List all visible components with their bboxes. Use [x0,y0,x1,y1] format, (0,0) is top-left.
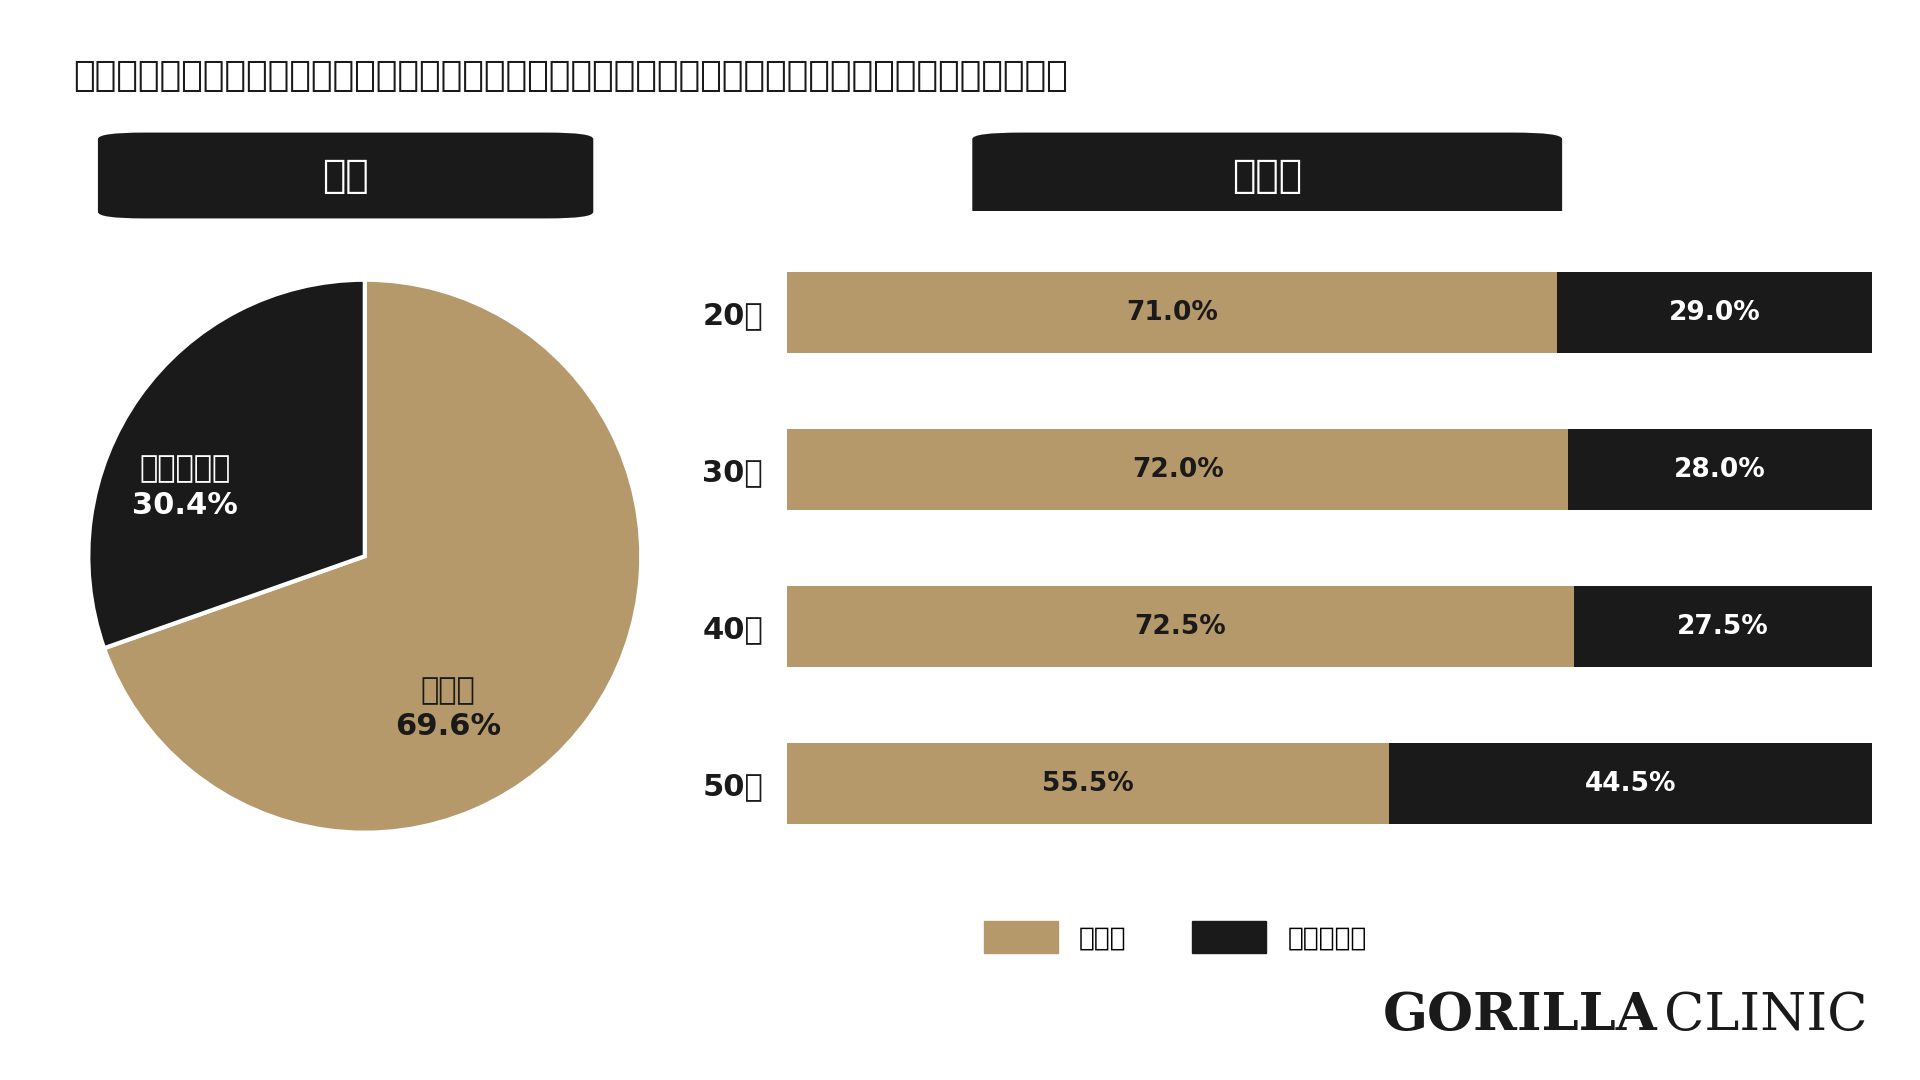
Text: 年代別: 年代別 [1233,157,1302,194]
Text: 贈りもので「メンズ美容（施術やコスメなど）」をプレゼントされたら、嬉しいですか？（単一回答）: 贈りもので「メンズ美容（施術やコスメなど）」をプレゼントされたら、嬉しいですか？… [73,59,1068,93]
Text: 72.0%: 72.0% [1133,457,1223,483]
Bar [1557,272,1872,353]
Text: 27.5%: 27.5% [1676,613,1768,639]
Bar [787,743,1390,824]
Text: 55.5%: 55.5% [1043,770,1135,797]
Bar [1574,585,1872,667]
Text: 28.0%: 28.0% [1674,457,1766,483]
Text: GORILLA: GORILLA [1382,989,1657,1041]
Bar [787,585,1574,667]
Wedge shape [88,280,365,648]
Bar [787,429,1569,511]
Text: 嬉しい
69.6%: 嬉しい 69.6% [396,676,501,741]
Bar [1569,429,1872,511]
Text: CLINIC: CLINIC [1665,989,1868,1041]
Legend: 嬉しい, 嬉しくない: 嬉しい, 嬉しくない [973,910,1377,963]
FancyBboxPatch shape [98,133,593,218]
Bar [1390,743,1872,824]
Wedge shape [104,280,641,833]
Bar [787,272,1557,353]
Text: 29.0%: 29.0% [1668,299,1761,326]
Text: 44.5%: 44.5% [1584,770,1676,797]
Text: 嬉しくない
30.4%: 嬉しくない 30.4% [132,455,238,519]
Text: 全体: 全体 [323,157,369,194]
FancyBboxPatch shape [972,133,1563,218]
Text: 71.0%: 71.0% [1127,299,1219,326]
Text: 72.5%: 72.5% [1135,613,1227,639]
